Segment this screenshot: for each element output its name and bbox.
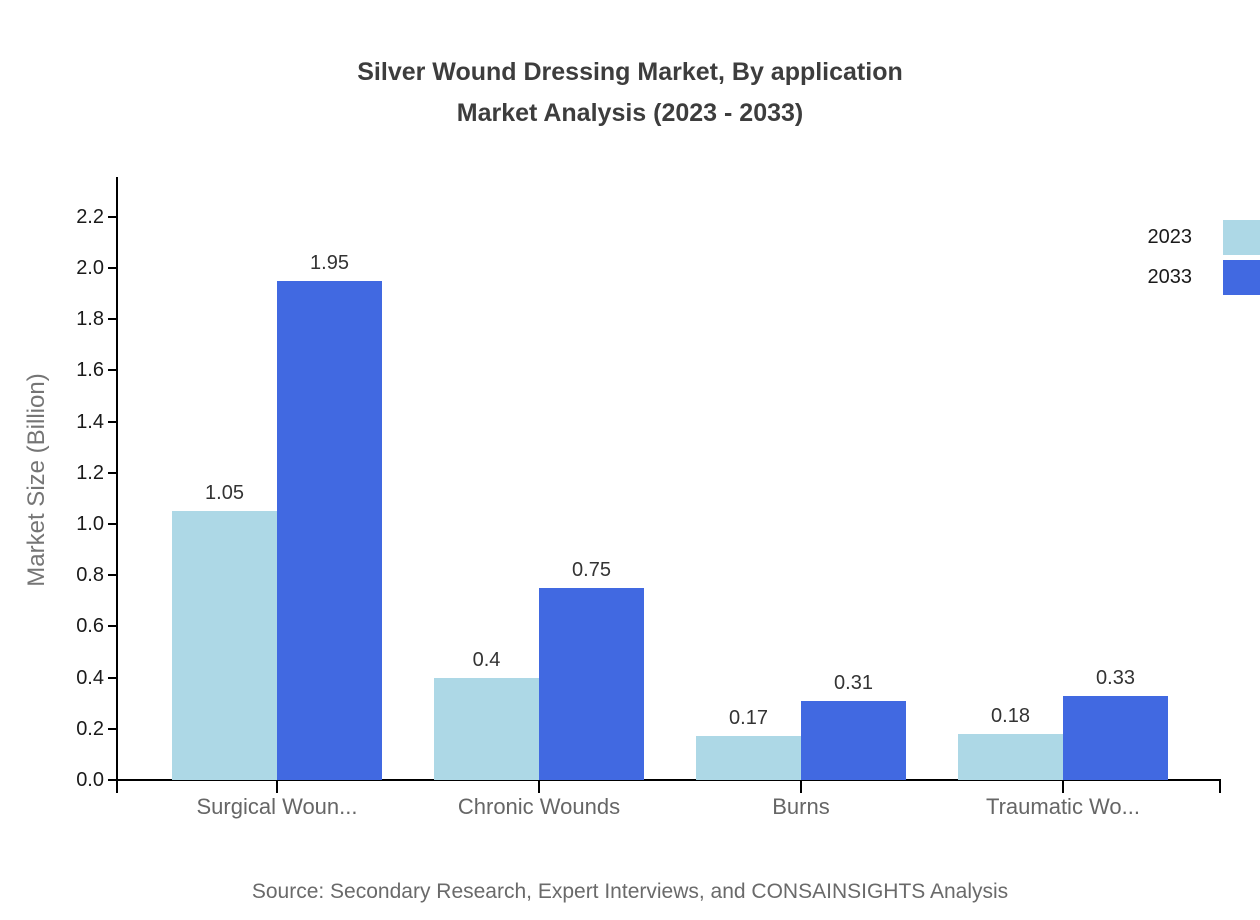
y-tick-mark (108, 523, 116, 525)
bar-2023-4[interactable] (958, 733, 1063, 780)
y-tick-label: 0.4 (76, 666, 104, 689)
y-tick-label: 0.8 (76, 564, 104, 587)
x-tick-mark (800, 781, 802, 793)
y-tick-mark (108, 215, 116, 218)
chart-title: Silver Wound Dressing Market, By applica… (0, 52, 1260, 133)
bar-value-label: 1.95 (310, 251, 349, 274)
y-tick-mark (108, 267, 116, 269)
bar-2033-1[interactable] (277, 280, 382, 780)
legend-swatch-icon (1223, 260, 1260, 295)
bar-2023-3[interactable] (696, 736, 801, 780)
bar-value-label: 0.33 (1096, 666, 1135, 689)
y-tick-mark (108, 369, 116, 372)
bar-2033-3[interactable] (801, 700, 906, 780)
bar-value-label: 0.31 (834, 671, 873, 694)
y-tick-mark (108, 574, 116, 577)
bar-value-label: 0.17 (729, 707, 768, 730)
legend-swatch-icon (1223, 220, 1260, 255)
x-axis-end-tick (1219, 781, 1221, 793)
bar-value-label: 1.05 (205, 482, 244, 505)
x-tick-mark (538, 781, 540, 793)
x-tick-mark (1062, 781, 1064, 793)
y-tick-label: 1.4 (76, 410, 104, 433)
category-label: Traumatic Wo... (985, 794, 1141, 819)
y-tick-mark (108, 727, 116, 730)
bar-value-label: 0.75 (572, 559, 611, 581)
x-axis-end-tick (116, 781, 118, 793)
y-tick-mark (108, 471, 116, 474)
bar-2023-1[interactable] (172, 511, 277, 780)
x-axis-line (116, 779, 1221, 781)
y-axis-line (116, 177, 118, 782)
category-label: Burns (772, 794, 830, 819)
category-label: Chronic Wounds (457, 794, 621, 819)
chart-title-line1: Silver Wound Dressing Market, By applica… (357, 58, 903, 86)
y-tick-label: 1.8 (76, 308, 104, 331)
y-tick-label: 2.0 (76, 257, 104, 279)
legend-item-2023[interactable]: 2023 (1148, 220, 1260, 255)
legend-item-2033[interactable]: 2033 (1148, 260, 1260, 295)
y-tick-label: 1.0 (76, 513, 104, 535)
y-tick-mark (108, 420, 116, 423)
bar-2023-2[interactable] (434, 677, 539, 780)
y-tick-label: 1.6 (76, 359, 104, 382)
y-tick-mark (108, 676, 116, 679)
chart-title-line2: Market Analysis (2023 - 2033) (456, 98, 804, 127)
bar-2033-2[interactable] (539, 588, 644, 780)
category-label: Surgical Woun... (196, 794, 358, 819)
y-tick-mark (108, 318, 116, 321)
legend: 2023 2033 (1148, 220, 1260, 295)
legend-label: 2033 (1147, 266, 1193, 288)
y-tick-mark (108, 625, 116, 628)
bar-value-label: 0.18 (991, 704, 1030, 727)
y-tick-label: 0.0 (76, 769, 104, 791)
x-tick-mark (276, 781, 278, 793)
y-tick-label: 1.2 (76, 461, 104, 484)
y-tick-mark (108, 779, 116, 781)
legend-label: 2023 (1147, 226, 1193, 248)
y-tick-label: 2.2 (76, 205, 104, 228)
bar-value-label: 0.4 (472, 648, 501, 671)
y-tick-label: 0.2 (76, 717, 104, 740)
source-note: Source: Secondary Research, Expert Inter… (251, 880, 1009, 903)
y-tick-label: 0.6 (76, 615, 104, 638)
bar-2033-4[interactable] (1063, 695, 1168, 780)
